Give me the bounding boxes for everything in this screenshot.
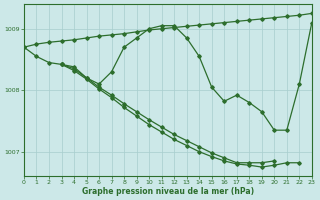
X-axis label: Graphe pression niveau de la mer (hPa): Graphe pression niveau de la mer (hPa) xyxy=(82,187,254,196)
